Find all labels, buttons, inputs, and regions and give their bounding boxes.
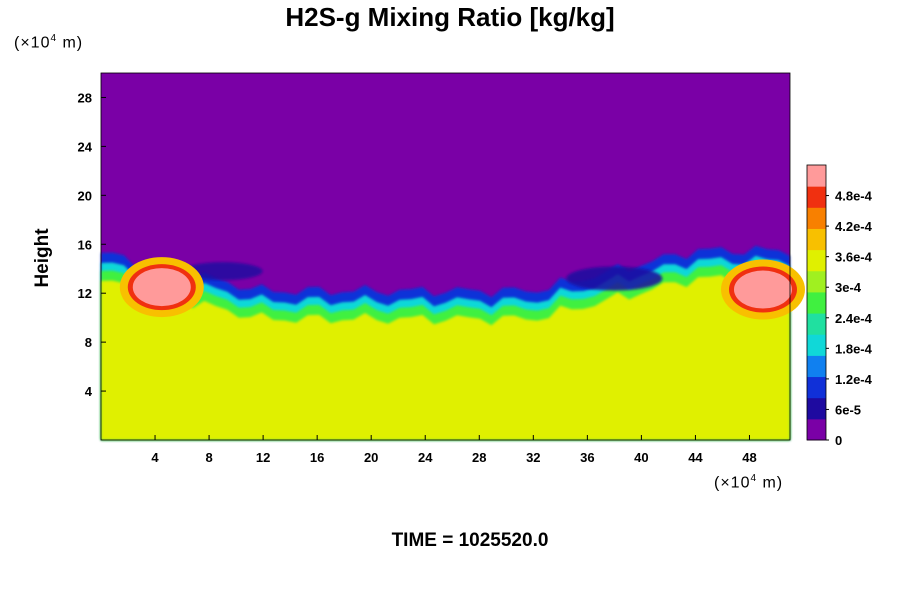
x-tick-label: 44 xyxy=(688,450,703,465)
colorbar-tick-label: 1.2e-4 xyxy=(835,372,873,387)
colorbar-swatch xyxy=(807,186,826,208)
colorbar-frame xyxy=(806,164,827,441)
plume-core xyxy=(132,268,191,307)
y-tick-label: 20 xyxy=(78,188,92,203)
colorbar-swatch xyxy=(807,355,826,378)
x-unit-label: (×104 m) xyxy=(714,473,784,492)
x-tick-label: 20 xyxy=(364,450,378,465)
colorbar-swatch xyxy=(807,334,826,356)
plume-core xyxy=(733,270,792,309)
x-tick-label: 12 xyxy=(256,450,270,465)
x-tick-label: 48 xyxy=(742,450,756,465)
x-tick-label: 24 xyxy=(418,450,433,465)
time-label: TIME = 1025520.0 xyxy=(391,530,549,551)
colorbar-swatch xyxy=(807,313,826,335)
x-tick-label: 8 xyxy=(205,450,212,465)
colorbar-tick-label: 1.8e-4 xyxy=(835,341,873,356)
y-tick-label: 4 xyxy=(85,384,93,399)
colorbar-swatch xyxy=(807,376,826,399)
x-tick-label: 40 xyxy=(634,450,648,465)
y-tick-label: 8 xyxy=(85,335,92,350)
colorbar-swatch xyxy=(807,249,826,272)
colorbar-tick-label: 6e-5 xyxy=(835,402,861,417)
colorbar-swatch xyxy=(807,165,826,187)
x-tick-label: 32 xyxy=(526,450,540,465)
colorbar-swatch xyxy=(807,207,826,229)
colorbar-tick-label: 3e-4 xyxy=(835,280,862,295)
x-tick-label: 16 xyxy=(310,450,324,465)
colorbar-tick-label: 4.8e-4 xyxy=(835,189,873,204)
y-tick-label: 12 xyxy=(78,286,92,301)
colorbar-tick-label: 0 xyxy=(835,433,842,448)
y-unit-label: (×104 m) xyxy=(14,33,84,52)
colorbar-swatch xyxy=(807,228,826,251)
colorbar-swatch xyxy=(807,291,826,314)
lower-field-region xyxy=(101,273,790,440)
y-tick-label: 24 xyxy=(78,139,93,154)
colorbar-swatch xyxy=(807,418,826,441)
turbulent-eddy xyxy=(182,262,263,281)
colorbar-tick-label: 2.4e-4 xyxy=(835,311,873,326)
colorbar-tick-label: 3.6e-4 xyxy=(835,250,873,265)
plot-frame xyxy=(100,72,791,441)
x-tick-label: 36 xyxy=(580,450,594,465)
chart-title: H2S-g Mixing Ratio [kg/kg] xyxy=(285,2,615,32)
y-tick-label: 16 xyxy=(78,237,92,252)
x-tick-label: 28 xyxy=(472,450,486,465)
colorbar-swatch xyxy=(807,397,826,420)
y-tick-label: 28 xyxy=(78,90,92,105)
turbulent-eddy xyxy=(566,266,663,291)
x-tick-label: 4 xyxy=(151,450,159,465)
colorbar-swatch xyxy=(807,270,826,293)
colorbar-tick-label: 4.2e-4 xyxy=(835,219,873,234)
